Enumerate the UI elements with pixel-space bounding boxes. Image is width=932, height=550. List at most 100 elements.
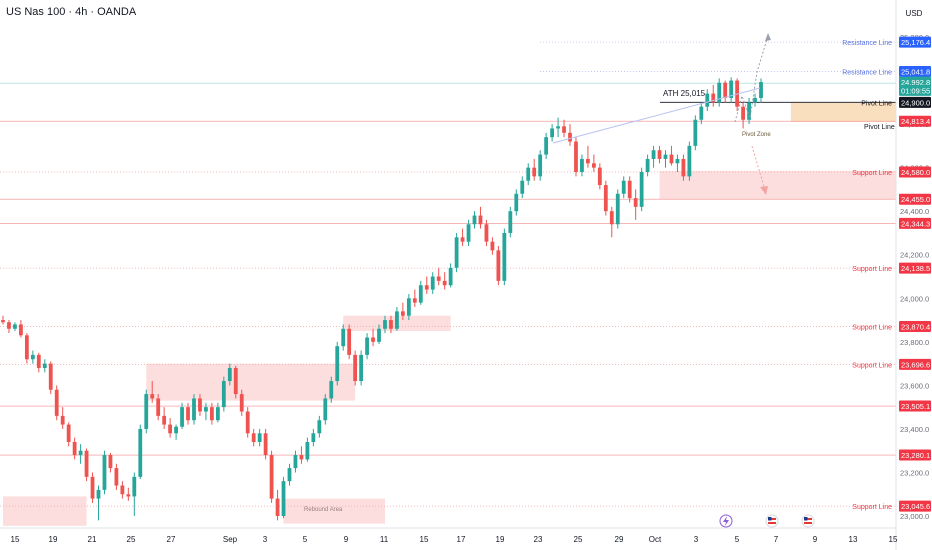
candle[interactable] xyxy=(741,106,745,120)
candle[interactable] xyxy=(580,158,584,173)
candle[interactable] xyxy=(275,498,280,517)
candle[interactable] xyxy=(544,137,549,155)
candle[interactable] xyxy=(562,126,566,133)
candle[interactable] xyxy=(114,468,119,486)
candle[interactable] xyxy=(406,298,411,316)
candle[interactable] xyxy=(7,322,11,329)
candle[interactable] xyxy=(412,298,417,303)
candle[interactable] xyxy=(150,394,155,399)
candle[interactable] xyxy=(502,232,507,281)
candle[interactable] xyxy=(430,276,435,290)
candle[interactable] xyxy=(323,398,328,421)
candle[interactable] xyxy=(174,426,178,434)
candle[interactable] xyxy=(227,367,232,382)
candle[interactable] xyxy=(514,193,519,212)
candle[interactable] xyxy=(305,441,310,460)
us-flag-icon[interactable] xyxy=(765,514,779,528)
candle[interactable] xyxy=(162,415,167,425)
candle[interactable] xyxy=(168,424,173,434)
candle[interactable] xyxy=(729,80,734,98)
candle[interactable] xyxy=(156,398,161,416)
candle[interactable] xyxy=(651,150,656,159)
candle[interactable] xyxy=(42,363,47,368)
candle[interactable] xyxy=(293,455,298,469)
candle[interactable] xyxy=(454,237,459,268)
candle[interactable] xyxy=(526,167,531,181)
candle[interactable] xyxy=(36,354,41,368)
candle[interactable] xyxy=(460,237,465,242)
candle[interactable] xyxy=(209,407,214,421)
candle[interactable] xyxy=(633,198,638,207)
candle[interactable] xyxy=(693,119,698,146)
candle[interactable] xyxy=(759,82,763,98)
candle[interactable] xyxy=(341,328,346,347)
candle[interactable] xyxy=(233,367,238,395)
candle[interactable] xyxy=(747,102,751,120)
candle[interactable] xyxy=(90,476,95,499)
candle[interactable] xyxy=(377,328,381,342)
candle[interactable] xyxy=(586,158,590,164)
candle[interactable] xyxy=(180,407,184,427)
candle[interactable] xyxy=(496,250,501,281)
candle[interactable] xyxy=(663,154,668,159)
candle[interactable] xyxy=(472,215,477,225)
candle[interactable] xyxy=(317,420,322,434)
candle[interactable] xyxy=(389,320,393,329)
candle[interactable] xyxy=(78,450,83,456)
candle[interactable] xyxy=(675,158,680,164)
candle[interactable] xyxy=(138,428,143,477)
candle[interactable] xyxy=(96,489,101,499)
candle[interactable] xyxy=(538,154,543,177)
candle[interactable] xyxy=(687,145,692,177)
candle[interactable] xyxy=(395,311,399,329)
candle[interactable] xyxy=(347,328,352,355)
candle[interactable] xyxy=(102,455,107,490)
candle[interactable] xyxy=(400,311,405,316)
candle[interactable] xyxy=(466,224,471,242)
candle[interactable] xyxy=(311,433,316,442)
candle[interactable] xyxy=(574,141,578,173)
candle[interactable] xyxy=(263,433,268,456)
candle[interactable] xyxy=(359,354,364,382)
candle[interactable] xyxy=(657,150,662,159)
candle[interactable] xyxy=(371,337,375,342)
candle[interactable] xyxy=(609,211,614,225)
candle[interactable] xyxy=(699,106,704,120)
candle[interactable] xyxy=(424,285,429,290)
candle[interactable] xyxy=(245,411,250,434)
candle[interactable] xyxy=(383,320,387,329)
candle[interactable] xyxy=(532,167,537,177)
candle[interactable] xyxy=(615,193,620,225)
candle[interactable] xyxy=(603,185,608,212)
candle[interactable] xyxy=(448,267,453,286)
candle[interactable] xyxy=(705,93,710,107)
candle[interactable] xyxy=(251,433,256,442)
candle[interactable] xyxy=(215,407,220,421)
candle[interactable] xyxy=(418,285,423,303)
candle[interactable] xyxy=(1,320,5,323)
candle[interactable] xyxy=(681,158,686,177)
candle[interactable] xyxy=(269,455,274,499)
candle[interactable] xyxy=(335,346,340,382)
candle[interactable] xyxy=(550,128,555,138)
candle[interactable] xyxy=(645,158,650,173)
candle[interactable] xyxy=(287,468,292,482)
candle[interactable] xyxy=(717,82,722,103)
candle[interactable] xyxy=(365,337,369,355)
candle[interactable] xyxy=(753,97,757,103)
candle[interactable] xyxy=(556,126,560,129)
candle[interactable] xyxy=(204,407,208,412)
candle[interactable] xyxy=(723,82,728,98)
candle[interactable] xyxy=(669,154,674,164)
candle[interactable] xyxy=(442,280,447,286)
candle[interactable] xyxy=(627,180,632,199)
candle[interactable] xyxy=(54,389,59,416)
candle[interactable] xyxy=(508,211,513,233)
candle[interactable] xyxy=(329,381,334,399)
candle[interactable] xyxy=(48,363,53,390)
candle[interactable] xyxy=(711,93,716,103)
candle[interactable] xyxy=(132,476,137,497)
candle[interactable] xyxy=(621,180,626,194)
candle[interactable] xyxy=(126,494,131,497)
